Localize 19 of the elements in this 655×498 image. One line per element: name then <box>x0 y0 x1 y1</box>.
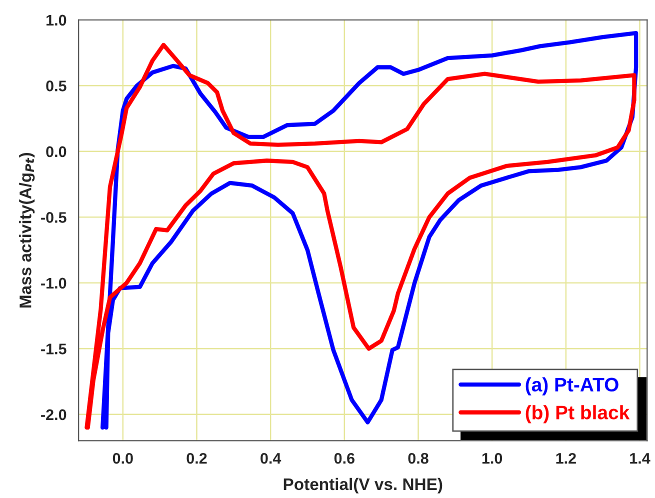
y-tick-label: -0.5 <box>41 212 66 223</box>
x-tick-label: 1.0 <box>482 452 502 464</box>
y-tick-label: -1.5 <box>41 344 66 354</box>
x-tick-label: 0.2 <box>186 452 207 464</box>
x-tick-label: 0.4 <box>260 452 282 464</box>
x-tick-label: 0.8 <box>408 452 428 464</box>
x-tick-label: 1.4 <box>630 453 650 464</box>
x-tick-label: 1.2 <box>556 452 576 464</box>
y-axis-title: Mass activity(A/g$_{Pt}$) <box>19 152 35 308</box>
legend-label: (a) Pt-ATO <box>526 377 618 396</box>
y-tick-label: -2.0 <box>41 409 66 420</box>
legend-label: (b) Pt black <box>526 405 630 424</box>
y-tick-label: 0.5 <box>46 80 66 92</box>
y-tick-label: 1.0 <box>46 14 66 26</box>
x-tick-label: 0.6 <box>334 452 354 464</box>
y-tick-label: -1.0 <box>41 278 66 289</box>
x-tick-label: 0.0 <box>112 452 133 464</box>
y-tick-label: 0.0 <box>46 146 66 158</box>
x-axis-title: Potential(V vs. NHE) <box>284 478 442 494</box>
